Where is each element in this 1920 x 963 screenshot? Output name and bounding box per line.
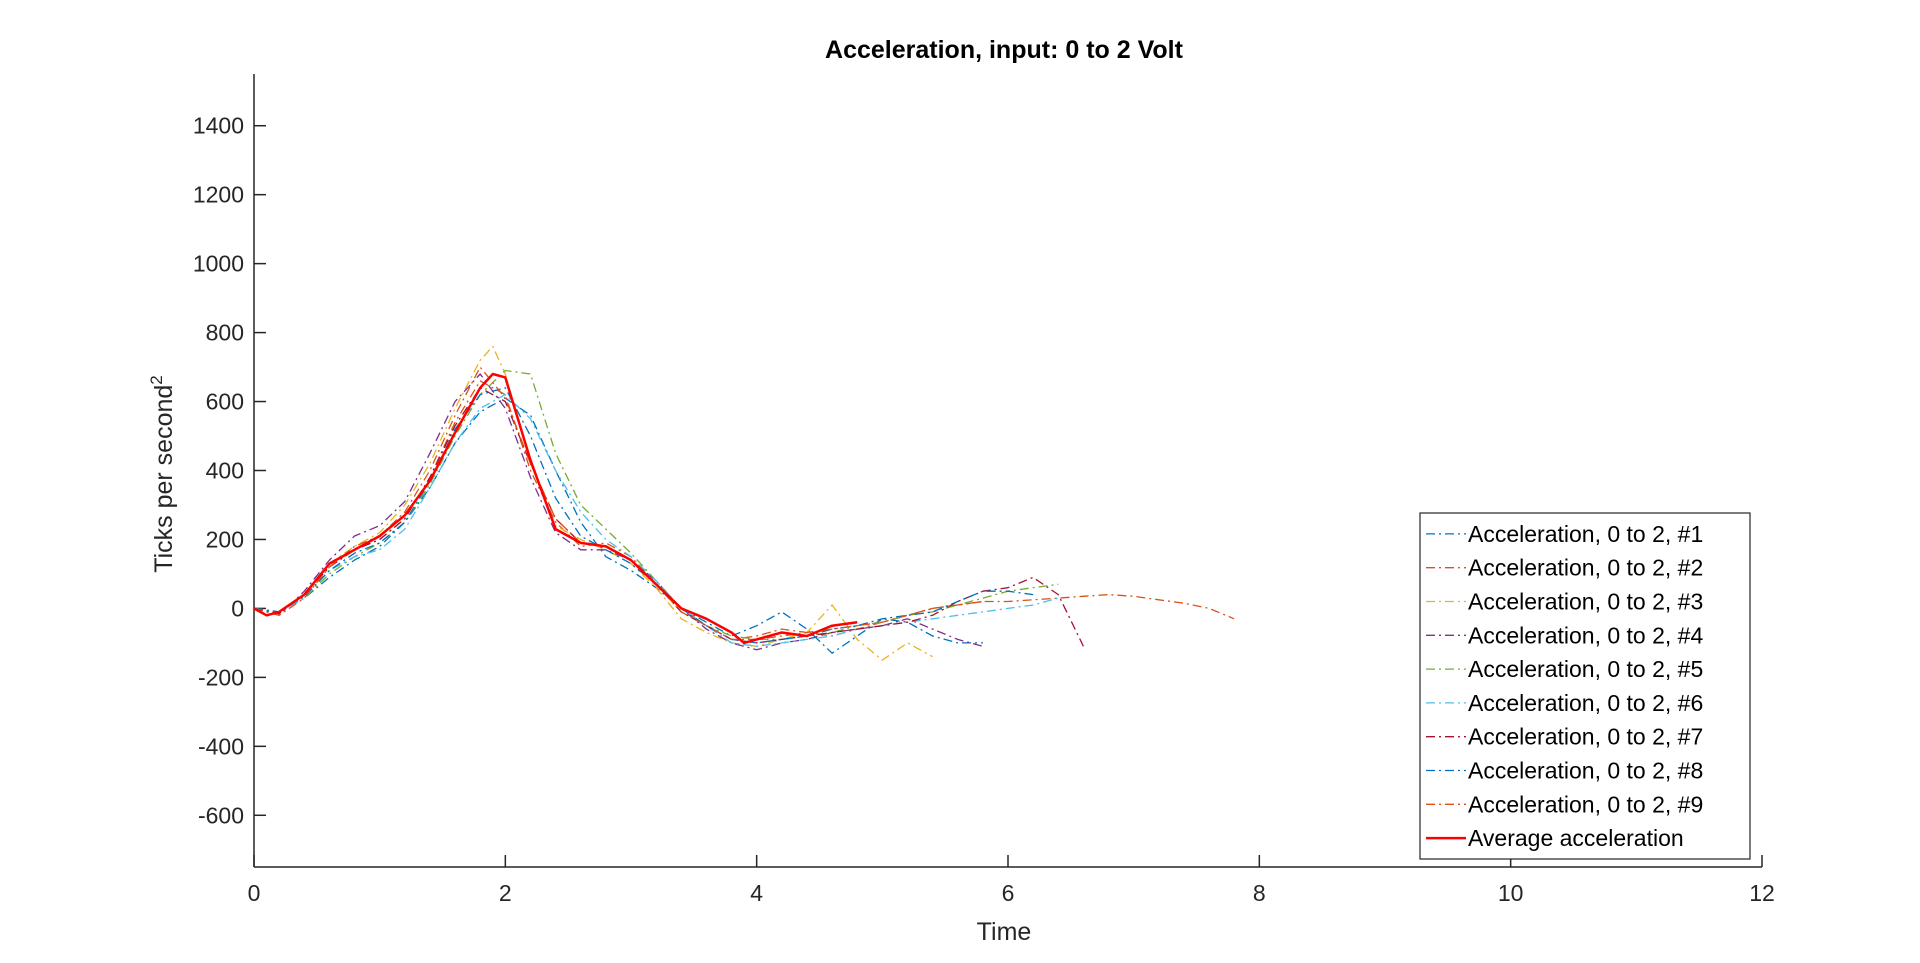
series-line-4 (253, 373, 984, 651)
legend-box (1419, 512, 1751, 860)
series-line-10 (253, 372, 858, 645)
legend-entry-label: Acceleration, 0 to 2, #2 (1468, 555, 1703, 581)
legend-entry-label: Acceleration, 0 to 2, #5 (1468, 656, 1703, 682)
y-tick-label: 200 (206, 526, 244, 552)
x-tick-label: 10 (1498, 880, 1524, 906)
legend-entry-label: Acceleration, 0 to 2, #4 (1468, 622, 1703, 648)
y-tick-label: 400 (206, 458, 244, 484)
legend-entry-label: Acceleration, 0 to 2, #8 (1468, 758, 1703, 784)
series-line-6 (253, 393, 1059, 647)
y-tick-label: -200 (198, 664, 244, 690)
y-axis-label-group: Ticks per second2 (147, 375, 178, 573)
y-tick-label: 1200 (193, 182, 244, 208)
y-tick-label: -400 (198, 733, 244, 759)
legend-entry-label: Acceleration, 0 to 2, #9 (1468, 791, 1703, 817)
series-line-9 (253, 366, 983, 641)
y-axis-label-text: Ticks per second (150, 385, 178, 573)
x-tick-label: 6 (1002, 880, 1015, 906)
x-tick-label: 0 (248, 880, 261, 906)
legend-entry-label: Acceleration, 0 to 2, #6 (1468, 690, 1703, 716)
y-tick-label: 800 (206, 320, 244, 346)
series-line-1 (253, 397, 983, 654)
y-tick-label: 600 (206, 389, 244, 415)
legend-entry-label: Acceleration, 0 to 2, #7 (1468, 724, 1703, 750)
y-axis-label-superscript: 2 (147, 375, 166, 384)
y-tick-label: -600 (198, 802, 244, 828)
x-tick-label: 12 (1749, 880, 1775, 906)
chart-title: Acceleration, input: 0 to 2 Volt (825, 36, 1184, 64)
legend-entry-label: Acceleration, 0 to 2, #3 (1468, 589, 1703, 615)
y-axis-label: Ticks per second2 (147, 375, 178, 573)
series-line-3 (253, 345, 933, 661)
axes (253, 74, 1763, 868)
x-axis-label: Time (977, 918, 1032, 946)
x-tick-label: 4 (750, 880, 763, 906)
y-tick-label: 1400 (193, 113, 244, 139)
y-tick-label: 1000 (193, 251, 244, 277)
legend: Acceleration, 0 to 2, #1 Acceleration, 0 … (1419, 512, 1751, 860)
legend-entry-label: Average acceleration (1468, 825, 1684, 851)
legend-entry-label: Acceleration, 0 to 2, #1 (1468, 521, 1703, 547)
tick-labels: 0 2 4 6 8 10 12 -600 -400 -200 0 200 400 600 800 1000 12… (193, 113, 1775, 906)
x-tick-label: 8 (1253, 880, 1266, 906)
series-layer (253, 345, 1235, 661)
x-tick-label: 2 (499, 880, 512, 906)
y-tick-label: 0 (231, 595, 244, 621)
